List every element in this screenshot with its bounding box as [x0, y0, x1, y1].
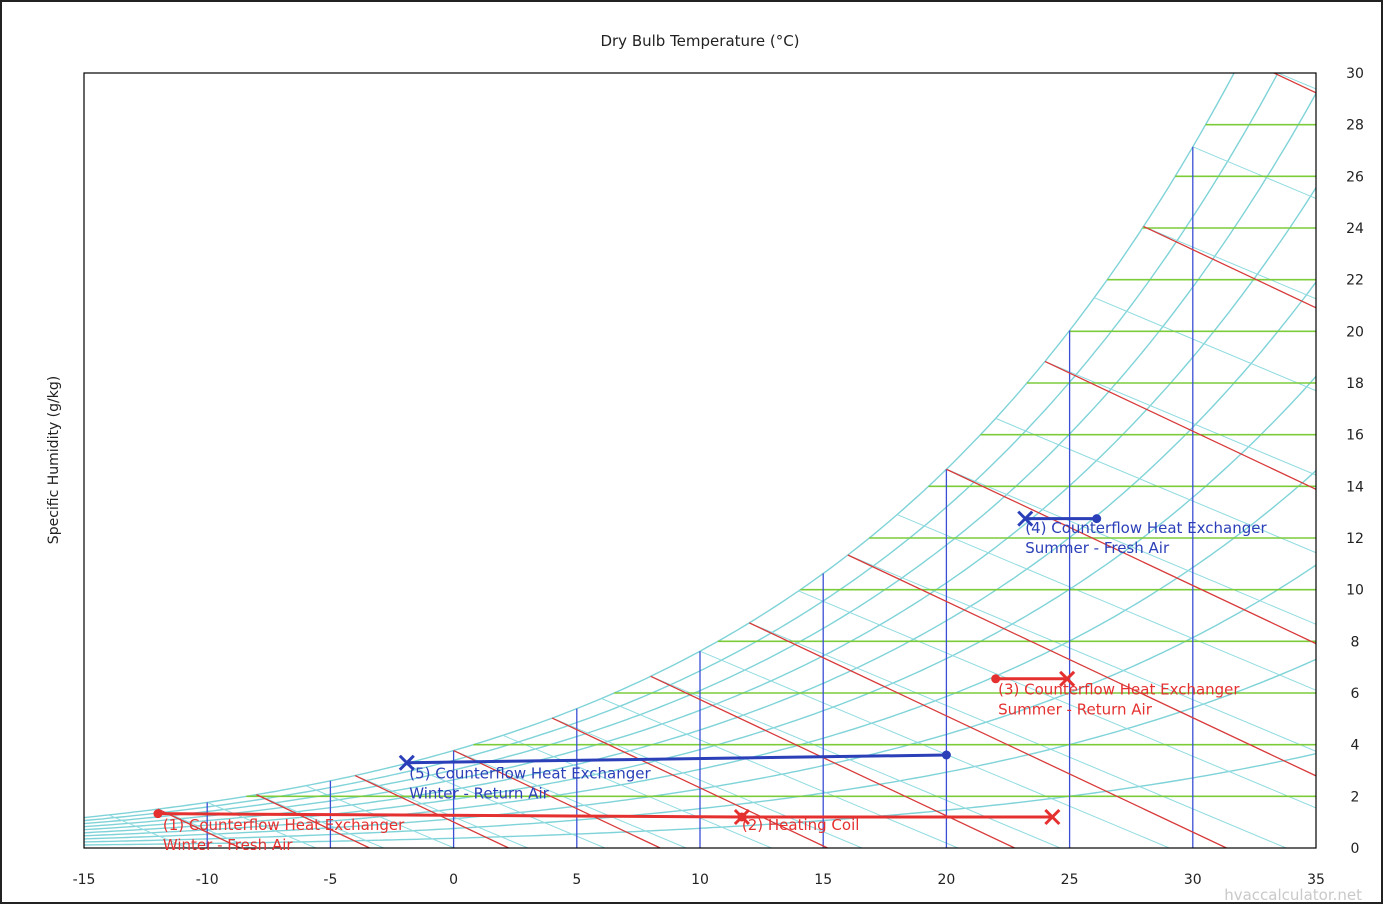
- x-tick-label: 30: [1184, 872, 1202, 888]
- wet-bulb-line: [354, 775, 529, 848]
- wet-bulb-line: [699, 650, 1170, 848]
- x-tick-label: 20: [937, 872, 955, 888]
- wet-bulb-line: [650, 675, 1061, 848]
- wet-bulb-line: [1291, 2, 1381, 848]
- process-end-marker: [1017, 510, 1034, 527]
- process-3: (3) Counterflow Heat Exchanger Summer - R…: [991, 670, 1240, 718]
- process-line: [406, 753, 947, 765]
- enthalpy-line: [847, 554, 1316, 777]
- wet-bulb-line: [551, 717, 863, 848]
- wet-bulb-line: [896, 514, 1316, 691]
- process-start-point: [991, 674, 1001, 684]
- wet-bulb-line: [1094, 297, 1316, 392]
- y-tick-label: 6: [1351, 686, 1360, 702]
- wet-bulb-line: [157, 808, 251, 848]
- grid-layer: [84, 2, 1381, 848]
- y-tick-label: 12: [1346, 531, 1364, 547]
- x-tick-label: 10: [691, 872, 709, 888]
- process-start-point: [1092, 514, 1102, 524]
- process-end-marker: [1044, 808, 1061, 826]
- process-label: (4) Counterflow Heat Exchanger: [1025, 519, 1267, 537]
- wet-bulb-line: [946, 468, 1316, 625]
- enthalpy-line: [157, 808, 241, 848]
- process-label: Summer - Return Air: [998, 700, 1153, 718]
- enthalpy-line: [749, 622, 1227, 848]
- process-5: (5) Counterflow Heat Exchanger Winter - R…: [398, 750, 951, 802]
- x-tick-label: -15: [73, 872, 96, 888]
- wet-bulb-line: [798, 590, 1316, 809]
- wet-bulb-line: [749, 622, 1287, 848]
- y-tick-label: 24: [1346, 221, 1364, 237]
- wet-bulb-line: [108, 814, 188, 848]
- tick-layer: -15 -10 -5 0 5 10 15 20 25 30 35024681012141618202…: [73, 66, 1364, 888]
- wet-bulb-line: [847, 554, 1316, 752]
- y-tick-label: 16: [1346, 428, 1364, 444]
- chart-title: Dry Bulb Temperature (°C): [600, 32, 799, 50]
- enthalpy-line: [551, 717, 828, 848]
- process-label: (1) Counterflow Heat Exchanger: [163, 816, 405, 834]
- enthalpy-line: [256, 794, 370, 848]
- wet-bulb-line: [256, 794, 384, 848]
- process-layer: (1) Counterflow Heat Exchanger Winter - F…: [153, 510, 1268, 854]
- y-tick-label: 0: [1351, 841, 1360, 857]
- process-start-point: [737, 812, 747, 822]
- y-axis-label: Specific Humidity (g/kg): [46, 376, 62, 544]
- wet-bulb-line: [1044, 360, 1316, 476]
- process-4: (4) Counterflow Heat Exchanger Summer - F…: [1017, 510, 1268, 557]
- enthalpy-line: [650, 675, 1015, 848]
- wet-bulb-line: [207, 801, 317, 848]
- process-line: [157, 812, 742, 819]
- process-label: Winter - Return Air: [409, 784, 549, 802]
- wet-bulb-line: [453, 750, 687, 848]
- process-label: (2) Heating Coil: [742, 816, 860, 834]
- y-tick-label: 28: [1346, 118, 1364, 134]
- y-tick-label: 2: [1351, 789, 1360, 805]
- x-tick-label: 35: [1307, 872, 1325, 888]
- y-tick-label: 30: [1346, 66, 1364, 82]
- enthalpy-line: [453, 749, 661, 848]
- process-start-point: [941, 750, 951, 760]
- y-tick-label: 20: [1346, 324, 1364, 340]
- enthalpy-line: [354, 774, 509, 848]
- watermark: hvaccalculator.net: [1224, 886, 1362, 902]
- process-2: (2) Heating Coil: [737, 808, 1061, 834]
- y-tick-label: 4: [1351, 738, 1360, 754]
- process-end-marker: [1059, 670, 1076, 687]
- process-end-marker: [398, 754, 415, 771]
- process-label: Summer - Fresh Air: [1025, 539, 1170, 557]
- wet-bulb-line: [404, 763, 606, 848]
- enthalpy-line: [946, 468, 1316, 645]
- wet-bulb-line: [502, 734, 772, 848]
- x-tick-label: -5: [323, 872, 337, 888]
- process-label: (5) Counterflow Heat Exchanger: [409, 764, 651, 782]
- y-tick-label: 26: [1346, 169, 1364, 185]
- process-label: Winter - Fresh Air: [163, 836, 294, 854]
- process-1: (1) Counterflow Heat Exchanger Winter - F…: [153, 808, 750, 854]
- y-tick-label: 22: [1346, 273, 1364, 289]
- process-label: (3) Counterflow Heat Exchanger: [998, 680, 1240, 698]
- wet-bulb-line: [995, 417, 1316, 554]
- x-tick-label: 25: [1061, 872, 1079, 888]
- y-tick-label: 10: [1346, 583, 1364, 599]
- y-tick-label: 14: [1346, 479, 1364, 495]
- process-start-point: [153, 809, 163, 819]
- x-tick-label: 15: [814, 872, 832, 888]
- plot-border: [83, 72, 1317, 849]
- x-tick-label: -10: [196, 872, 219, 888]
- x-tick-label: 5: [572, 872, 581, 888]
- y-tick-label: 18: [1346, 376, 1364, 392]
- wet-bulb-line: [601, 698, 959, 848]
- enthalpy-line: [1044, 360, 1316, 491]
- x-tick-label: 0: [449, 872, 458, 888]
- y-tick-label: 8: [1351, 634, 1360, 650]
